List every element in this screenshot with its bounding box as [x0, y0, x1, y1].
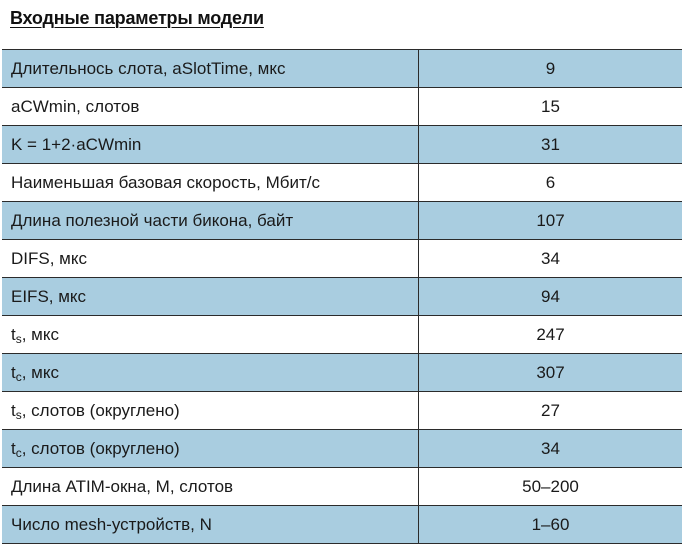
table-title: Входные параметры модели — [10, 8, 264, 29]
table-row: Длина ATIM-окна, M, слотов 50–200 — [2, 468, 682, 506]
param-value: 31 — [419, 126, 682, 164]
param-unit: , слотов (округлено) — [22, 439, 180, 458]
table-row: Наименьшая базовая скорость, Мбит/с 6 — [2, 164, 682, 202]
param-value: 107 — [419, 202, 682, 240]
table-row: Длительнось слота, aSlotTime, мкс 9 — [2, 50, 682, 88]
param-value: 50–200 — [419, 468, 682, 506]
param-name: DIFS, мкс — [2, 240, 419, 278]
table-row: DIFS, мкс 34 — [2, 240, 682, 278]
table-row: tc, мкс 307 — [2, 354, 682, 392]
param-value: 94 — [419, 278, 682, 316]
param-value: 1–60 — [419, 506, 682, 544]
table-row: ts, мкс 247 — [2, 316, 682, 354]
param-name: Число mesh-устройств, N — [2, 506, 419, 544]
param-value: 6 — [419, 164, 682, 202]
param-value: 15 — [419, 88, 682, 126]
param-name: ts, слотов (округлено) — [2, 392, 419, 430]
param-value: 27 — [419, 392, 682, 430]
table-row: Число mesh-устройств, N 1–60 — [2, 506, 682, 544]
table-row: Длина полезной части бикона, байт 107 — [2, 202, 682, 240]
param-name: Длина полезной части бикона, байт — [2, 202, 419, 240]
param-name: Наименьшая базовая скорость, Мбит/с — [2, 164, 419, 202]
param-value: 307 — [419, 354, 682, 392]
param-value: 247 — [419, 316, 682, 354]
param-unit: , слотов (округлено) — [22, 401, 180, 420]
param-name: tc, слотов (округлено) — [2, 430, 419, 468]
param-name: Длительнось слота, aSlotTime, мкс — [2, 50, 419, 88]
param-name: tc, мкс — [2, 354, 419, 392]
param-name: EIFS, мкс — [2, 278, 419, 316]
param-unit: , мкс — [22, 363, 59, 382]
param-value: 9 — [419, 50, 682, 88]
param-name: Длина ATIM-окна, M, слотов — [2, 468, 419, 506]
param-value: 34 — [419, 430, 682, 468]
param-value: 34 — [419, 240, 682, 278]
table-row: K = 1+2·aCWmin 31 — [2, 126, 682, 164]
param-name: aCWmin, слотов — [2, 88, 419, 126]
table-row: ts, слотов (округлено) 27 — [2, 392, 682, 430]
parameters-table: Длительнось слота, aSlotTime, мкс 9 aCWm… — [2, 49, 682, 544]
param-name: K = 1+2·aCWmin — [2, 126, 419, 164]
table-row: aCWmin, слотов 15 — [2, 88, 682, 126]
param-unit: , мкс — [22, 325, 59, 344]
param-name: ts, мкс — [2, 316, 419, 354]
table-row: tc, слотов (округлено) 34 — [2, 430, 682, 468]
table-row: EIFS, мкс 94 — [2, 278, 682, 316]
